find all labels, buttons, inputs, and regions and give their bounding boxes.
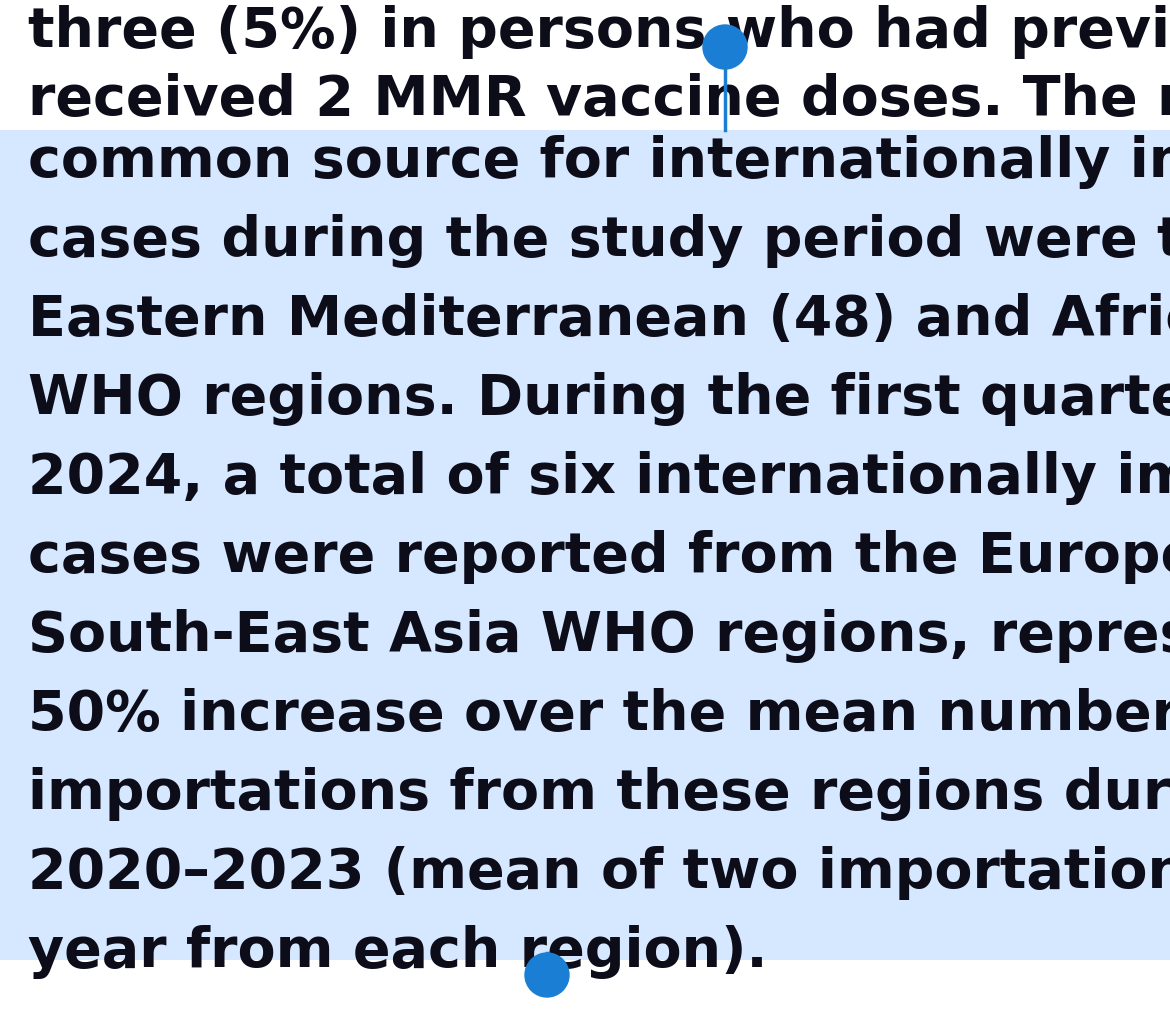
- Text: 2020–2023 (mean of two importations per: 2020–2023 (mean of two importations per: [28, 846, 1170, 900]
- Text: WHO regions. During the first quarter of: WHO regions. During the first quarter of: [28, 372, 1170, 426]
- Text: 50% increase over the mean number of: 50% increase over the mean number of: [28, 689, 1170, 742]
- Text: common source for internationally imported: common source for internationally import…: [28, 135, 1170, 189]
- Text: three (5%) in persons who had previously: three (5%) in persons who had previously: [28, 5, 1170, 59]
- Text: 2024, a total of six internationally imported: 2024, a total of six internationally imp…: [28, 451, 1170, 505]
- Text: cases during the study period were the: cases during the study period were the: [28, 214, 1170, 268]
- Bar: [0, 130, 1170, 960]
- Text: year from each region).: year from each region).: [28, 925, 768, 979]
- Text: cases were reported from the European and: cases were reported from the European an…: [28, 530, 1170, 584]
- Text: received 2 MMR vaccine doses. The most: received 2 MMR vaccine doses. The most: [28, 73, 1170, 127]
- Circle shape: [525, 953, 569, 997]
- Text: Eastern Mediterranean (48) and African (24): Eastern Mediterranean (48) and African (…: [28, 293, 1170, 347]
- Text: importations from these regions during: importations from these regions during: [28, 767, 1170, 821]
- Text: South-East Asia WHO regions, representing a: South-East Asia WHO regions, representin…: [28, 609, 1170, 663]
- Circle shape: [703, 25, 746, 69]
